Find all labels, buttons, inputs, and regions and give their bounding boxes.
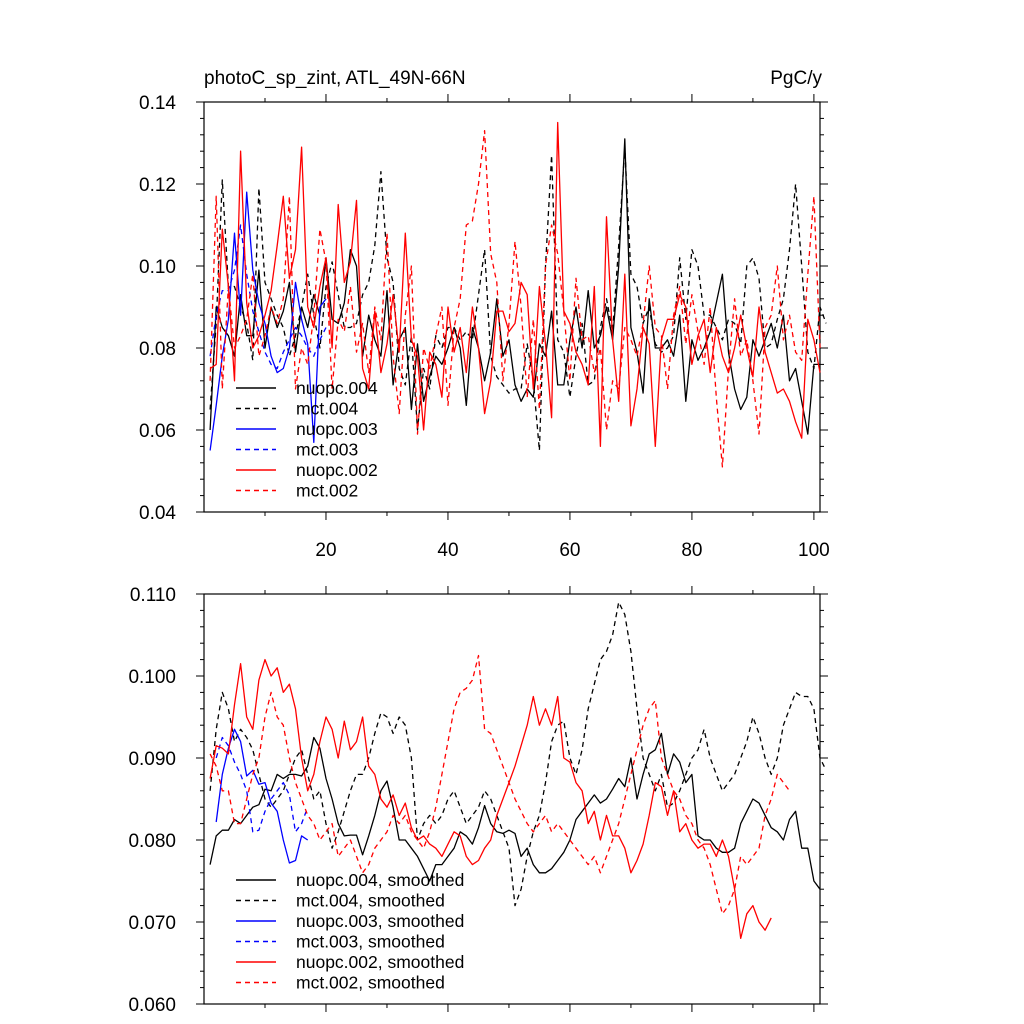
bottom-y-tick-label: 0.070 (128, 913, 176, 934)
series-nuopc-003-smoothed (215, 728, 309, 864)
legend-label-mct-002: mct.002 (296, 481, 358, 501)
top-y-tick-label: 0.10 (139, 257, 176, 278)
top-y-tick-label: 0.08 (139, 339, 176, 360)
series-mct-004-smoothed (209, 601, 827, 907)
series-mct-004 (209, 146, 827, 452)
top-y-tick-label: 0.04 (139, 503, 176, 524)
top-x-tick-label: 20 (315, 540, 336, 561)
legend-label-nuopc-003-smoothed: nuopc.003, smoothed (296, 911, 464, 931)
top-series-layer (209, 121, 827, 468)
top-panel: photoC_sp_zint, ATL_49N-66N PgC/y 0.040.… (139, 68, 830, 561)
bottom-y-tick-label: 0.060 (128, 995, 176, 1016)
legend-label-nuopc-004-smoothed: nuopc.004, smoothed (296, 870, 464, 890)
top-y-tick-label: 0.06 (139, 421, 176, 442)
series-nuopc-002 (209, 121, 821, 448)
bottom-y-tick-label: 0.110 (130, 585, 176, 606)
series-mct-002-smoothed (209, 654, 791, 915)
series-mct-002 (209, 130, 821, 468)
top-panel-title: photoC_sp_zint, ATL_49N-66N (204, 68, 466, 89)
top-legend: nuopc.004mct.004nuopc.003mct.003nuopc.00… (236, 378, 378, 501)
bottom-series-layer (209, 601, 827, 940)
top-axis-ticks (196, 94, 828, 520)
bottom-y-tick-labels: 0.060 0.070 0.080 0.090 0.100 0.110 (128, 585, 176, 1016)
series-mct-003-smoothed (215, 736, 309, 833)
top-panel-units: PgC/y (770, 68, 822, 89)
bottom-y-tick-label: 0.100 (128, 667, 176, 688)
bottom-y-tick-label: 0.080 (128, 831, 176, 852)
bottom-y-tick-label: 0.090 (128, 749, 176, 770)
top-y-tick-label: 0.12 (139, 175, 176, 196)
legend-label-mct-002-smoothed: mct.002, smoothed (296, 973, 445, 993)
top-x-tick-label: 60 (559, 540, 580, 561)
series-nuopc-002-smoothed (209, 658, 772, 940)
legend-label-mct-004: mct.004 (296, 399, 359, 419)
bottom-plot-frame (203, 593, 821, 1005)
legend-label-nuopc-002-smoothed: nuopc.002, smoothed (296, 952, 464, 972)
top-x-tick-label: 80 (681, 540, 702, 561)
bottom-axis-ticks (196, 586, 828, 1012)
series-mct-003 (209, 224, 327, 370)
legend-label-mct-003-smoothed: mct.003, smoothed (296, 932, 445, 952)
legend-label-nuopc-002: nuopc.002 (296, 460, 378, 480)
legend-label-mct-004-smoothed: mct.004, smoothed (296, 891, 445, 911)
top-y-tick-labels: 0.04 0.06 0.08 0.10 0.12 0.14 (139, 93, 176, 524)
series-nuopc-004 (209, 138, 820, 435)
top-y-tick-label: 0.14 (139, 93, 176, 114)
top-x-tick-label: 40 (437, 540, 458, 561)
top-x-tick-label: 100 (798, 540, 830, 561)
legend-label-mct-003: mct.003 (296, 440, 358, 460)
legend-label-nuopc-003: nuopc.003 (296, 419, 378, 439)
top-x-tick-labels: 20 40 60 80 100 (315, 540, 829, 561)
bottom-panel: 0.060 0.070 0.080 0.090 0.100 0.110 nuopc.004… (128, 585, 828, 1016)
legend-label-nuopc-004: nuopc.004 (296, 378, 378, 398)
